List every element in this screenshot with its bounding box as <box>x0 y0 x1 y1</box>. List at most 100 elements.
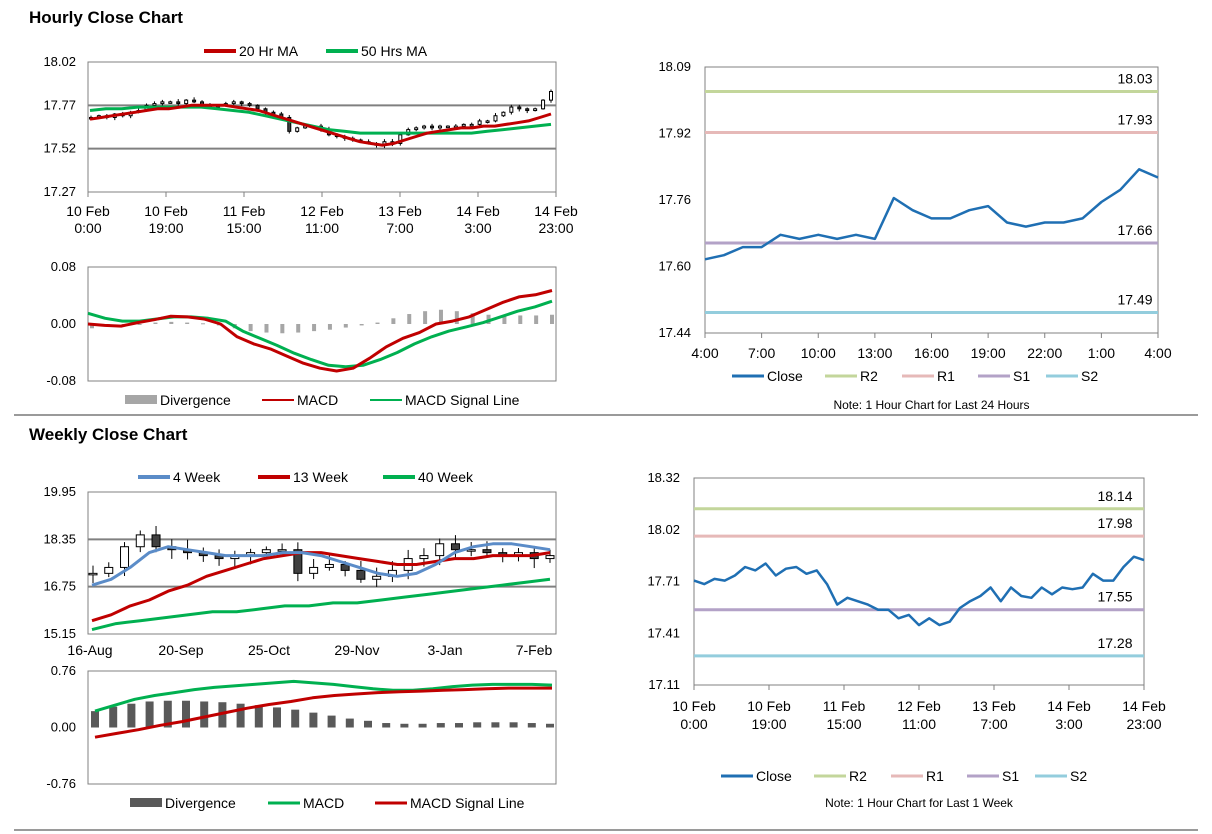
divergence-bar <box>236 703 245 728</box>
x-tick-label: 19:00 <box>751 716 786 732</box>
plot-frame <box>87 670 557 785</box>
divergence-bar <box>218 702 227 728</box>
weekly-section-title: Weekly Close Chart <box>29 425 188 444</box>
divergence-bar <box>375 322 380 324</box>
y-tick-label: 16.75 <box>43 579 76 594</box>
candle <box>466 549 476 552</box>
legend-label: Close <box>756 768 792 784</box>
divergence-bar <box>518 315 523 324</box>
y-tick-label: 18.35 <box>43 531 76 546</box>
candle <box>509 106 514 113</box>
chart-note: Note: 1 Hour Chart for Last 1 Week <box>825 796 1014 810</box>
x-tick-label: 13:00 <box>857 345 892 361</box>
legend-label: S2 <box>1070 768 1087 784</box>
hourly-macd-chart: 0.08 0.00 -0.08 Divergence MACD MACD Signal L… <box>46 259 557 408</box>
candle <box>372 575 382 580</box>
divergence-bar <box>254 705 263 728</box>
candle <box>533 108 538 112</box>
bottom-divider <box>14 829 1198 831</box>
y-tick-label: 17.27 <box>43 184 76 199</box>
divergence-bar <box>273 707 281 728</box>
divergence-bar <box>359 324 364 326</box>
x-tick-label: 10 Feb <box>672 698 716 714</box>
candle <box>549 90 553 101</box>
level-label-s1: 17.55 <box>1097 589 1132 605</box>
legend-label: R2 <box>860 368 878 384</box>
y-tick-label: 0.00 <box>51 316 76 331</box>
candle <box>309 566 319 574</box>
y-tick-label: 15.15 <box>43 626 76 641</box>
y-tick-label: 17.52 <box>43 141 76 156</box>
candle <box>152 103 157 106</box>
legend-swatch <box>130 798 162 807</box>
x-tick-label: 12 Feb <box>300 203 344 219</box>
divergence-bar <box>436 723 445 728</box>
chart-note: Note: 1 Hour Chart for Last 24 Hours <box>833 398 1029 412</box>
close-line <box>704 168 1159 261</box>
candle <box>104 566 114 574</box>
y-tick-label: 18.02 <box>43 54 76 69</box>
divergence-bar <box>527 723 536 728</box>
divergence-bar <box>163 700 172 728</box>
candle <box>239 101 244 105</box>
divergence-bar <box>109 706 118 728</box>
y-tick-label: 17.44 <box>658 325 691 340</box>
candle <box>151 534 161 548</box>
divergence-bar <box>418 723 427 728</box>
level-label-r2: 18.14 <box>1097 488 1132 504</box>
divergence-bar <box>454 311 459 324</box>
divergence-bar <box>280 324 285 334</box>
level-label-r1: 17.93 <box>1117 111 1152 127</box>
legend-label: R1 <box>926 768 944 784</box>
divergence-bar <box>169 321 174 324</box>
y-tick-label: 17.71 <box>647 574 680 589</box>
candle <box>277 549 287 552</box>
level-label-s2: 17.28 <box>1097 635 1132 651</box>
divergence-bar <box>291 709 300 728</box>
divergence-bar <box>534 315 539 324</box>
divergence-bar <box>327 324 332 330</box>
candle <box>324 563 334 568</box>
legend-label: Divergence <box>160 392 231 408</box>
x-tick-label: 11:00 <box>305 220 339 236</box>
candle <box>541 99 546 110</box>
x-tick-label: 10 Feb <box>144 203 188 219</box>
y-tick-label: 17.76 <box>658 192 691 207</box>
candle <box>293 549 303 574</box>
level-label-s2: 17.49 <box>1117 292 1152 308</box>
section-divider <box>14 414 1198 416</box>
x-tick-label: 22:00 <box>1027 345 1062 361</box>
x-tick-label: 0:00 <box>74 220 101 236</box>
divergence-bar <box>312 324 317 332</box>
candle <box>469 123 474 127</box>
candle <box>192 99 197 103</box>
x-tick-label: 11 Feb <box>823 698 866 714</box>
x-tick-label: 7-Feb <box>516 642 553 658</box>
legend-label: 4 Week <box>173 469 221 485</box>
legend-label: Divergence <box>165 795 236 811</box>
candle <box>485 120 490 123</box>
legend-label: 50 Hrs MA <box>361 43 428 59</box>
x-tick-label: 3-Jan <box>427 642 462 658</box>
legend-label: S1 <box>1013 368 1030 384</box>
divergence-bar <box>91 711 99 728</box>
divergence-bar <box>546 723 554 728</box>
x-tick-label: 13 Feb <box>378 203 422 219</box>
divergence-bar <box>90 324 94 329</box>
candle <box>461 123 466 127</box>
x-tick-label: 14 Feb <box>534 203 578 219</box>
divergence-bar <box>473 722 482 728</box>
x-tick-label: 15:00 <box>226 220 261 236</box>
divergence-bar <box>343 324 348 328</box>
x-tick-label: 16-Aug <box>67 642 112 658</box>
legend-label: 13 Week <box>293 469 349 485</box>
candle <box>430 125 435 129</box>
y-tick-label: -0.08 <box>46 373 76 388</box>
y-tick-label: 0.00 <box>51 720 76 735</box>
candle <box>88 572 98 576</box>
candle <box>247 103 252 106</box>
plot-frame <box>87 491 557 635</box>
y-tick-label: 19.95 <box>43 484 76 499</box>
candle <box>398 134 403 144</box>
